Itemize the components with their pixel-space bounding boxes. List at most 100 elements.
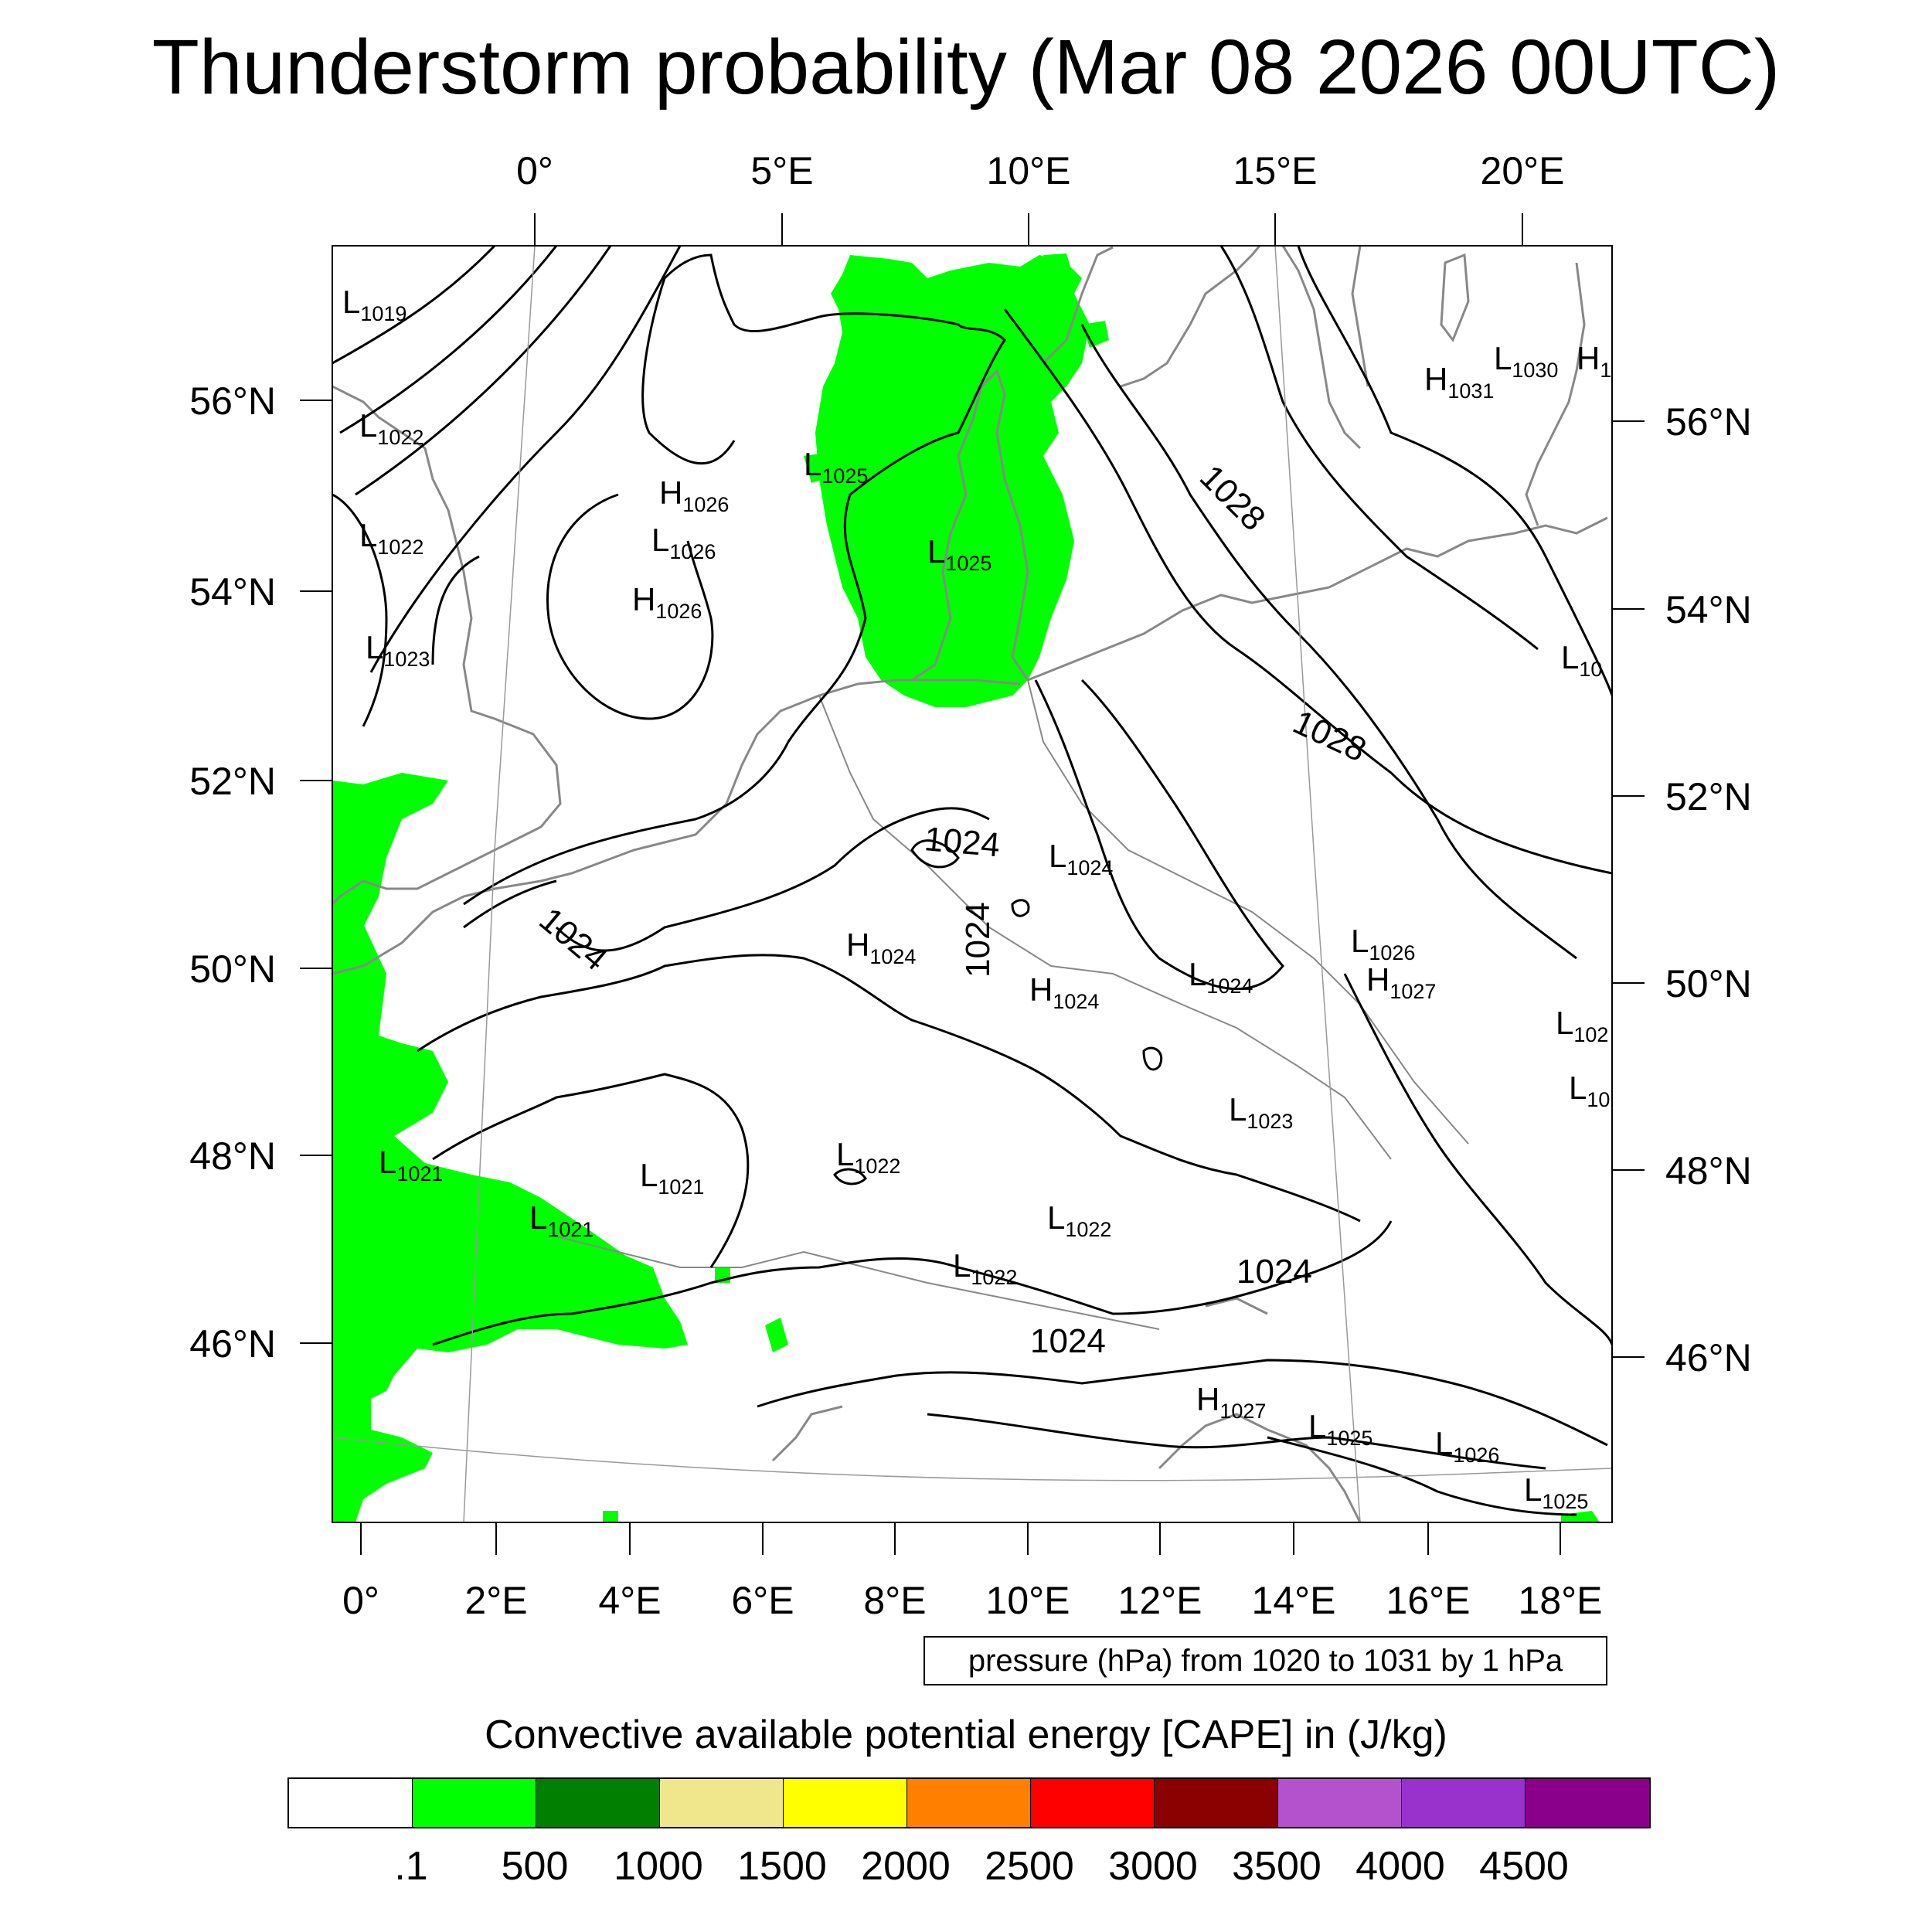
isobar-south-3 <box>927 1413 1546 1470</box>
pressure-center: H1027 <box>1366 961 1436 1003</box>
isobar-central-1024 <box>555 807 990 952</box>
legend-colorbar <box>287 1777 1651 1828</box>
bottom-tick-label: 2°E <box>464 1579 527 1622</box>
top-tick-label: 0° <box>516 149 553 192</box>
coast-sweden <box>1042 246 1369 450</box>
coast-continent <box>332 679 1021 975</box>
legend-label: 3000 <box>1108 1844 1198 1889</box>
contour-label-1024-vertical: 1024 <box>959 902 997 978</box>
left-tick-label: 54°N <box>189 570 276 614</box>
coast-great-britain <box>332 385 562 906</box>
left-tick-label: 46°N <box>189 1322 276 1366</box>
legend-label: 1500 <box>737 1844 827 1889</box>
isobar-2 <box>339 246 558 434</box>
isobar-3 <box>355 246 612 496</box>
cape-area-northsea <box>815 255 1090 707</box>
coast-gotland <box>1440 253 1470 343</box>
pressure-center: H1 <box>1577 340 1611 382</box>
isobar-high-ring <box>546 493 714 720</box>
cape-area-france-west <box>332 920 688 1522</box>
pressure-centers: L1019 L1022 L1022 L1023 H1026 L1026 H102… <box>342 284 1611 1513</box>
parallel-45n <box>332 1437 1612 1481</box>
left-tick-label: 48°N <box>189 1134 276 1178</box>
bottom-tick-label: 6°E <box>731 1579 794 1622</box>
bottom-tick-label: 0° <box>342 1579 379 1622</box>
isobar-1028a <box>1003 308 1612 875</box>
legend-swatch <box>413 1779 536 1827</box>
bottom-tick-label: 12°E <box>1118 1579 1202 1622</box>
left-axis <box>300 400 332 1344</box>
isobar-ne <box>1219 246 1539 651</box>
right-tick-label: 50°N <box>1665 962 1752 1005</box>
pressure-center: L1021 <box>640 1157 704 1199</box>
coast-adriatic <box>1158 1413 1362 1522</box>
legend-swatch <box>660 1779 784 1827</box>
bottom-tick-label: 10°E <box>986 1579 1070 1622</box>
top-tick-label: 20°E <box>1481 149 1565 192</box>
legend-swatch <box>907 1779 1031 1827</box>
legend-label: 3500 <box>1232 1844 1321 1889</box>
isobar-1 <box>332 246 496 365</box>
pressure-center: L1024 <box>1049 838 1113 879</box>
pressure-center: L1021 <box>529 1199 594 1241</box>
meridian-0 <box>463 246 536 1522</box>
isobar-east <box>1034 679 1284 991</box>
bottom-tick-label: 8°E <box>863 1579 926 1622</box>
pressure-center: L1025 <box>1308 1408 1372 1450</box>
isobar-small-loops <box>833 839 1162 1185</box>
legend-swatch <box>1278 1779 1402 1827</box>
country-borders <box>556 679 1469 1330</box>
contour-label-1024-alps: 1024 <box>1030 1322 1106 1360</box>
right-tick-label: 52°N <box>1665 775 1752 818</box>
plot-frame <box>332 245 1613 1523</box>
pressure-center: L1025 <box>804 446 868 488</box>
coast-baltic-east <box>1525 262 1586 526</box>
pressure-center: L1021 <box>379 1144 443 1185</box>
pressure-center: L1022 <box>836 1136 900 1178</box>
pressure-center: L10 <box>1561 639 1602 681</box>
isobar-south-2 <box>757 1359 1608 1447</box>
isobar-ns-loop <box>463 253 1006 906</box>
isobars <box>332 246 1612 1516</box>
top-axis-labels: 0° 5°E 10°E 15°E 20°E <box>516 149 1564 192</box>
legend-swatch <box>784 1779 907 1827</box>
chart-title: Thunderstorm probability (Mar 08 2026 00… <box>151 24 1781 111</box>
left-tick-label: 50°N <box>189 947 276 991</box>
legend-label: 1000 <box>614 1844 703 1889</box>
top-tick-label: 10°E <box>987 149 1071 192</box>
pressure-center: L1022 <box>359 517 423 559</box>
bottom-tick-label: 18°E <box>1519 1579 1603 1622</box>
pressure-center: L1025 <box>1524 1471 1588 1513</box>
legend-label: 2500 <box>985 1844 1074 1889</box>
isobar-southeast <box>1267 1436 1577 1516</box>
pressure-center: L1026 <box>651 522 716 563</box>
pressure-center: H1024 <box>1029 971 1099 1013</box>
coast-jutland <box>911 369 1029 682</box>
cape-areas <box>332 253 1600 1522</box>
legend-label: .1 <box>394 1844 428 1889</box>
pressure-center: L1019 <box>342 284 406 325</box>
top-axis <box>534 213 1523 246</box>
isobar-uk <box>332 493 388 727</box>
isobar-south <box>432 1220 1393 1346</box>
legend-swatch <box>1402 1779 1526 1827</box>
bottom-axis-labels: 0° 2°E 4°E 6°E 8°E 10°E 12°E 14°E 16°E 1… <box>342 1579 1602 1622</box>
isobar-far-ne <box>1297 246 1612 696</box>
pressure-center: L1022 <box>953 1247 1017 1289</box>
contour-info-box: pressure (hPa) from 1020 to 1031 by 1 hP… <box>923 1636 1607 1685</box>
coast-mediterranean <box>771 1297 1268 1462</box>
pressure-center: L10 <box>1569 1070 1610 1111</box>
legend-swatch <box>536 1779 660 1827</box>
right-tick-label: 48°N <box>1665 1149 1752 1192</box>
bottom-tick-label: 4°E <box>598 1579 661 1622</box>
pressure-center: L1023 <box>366 629 430 671</box>
right-tick-label: 56°N <box>1665 400 1752 444</box>
pressure-center: L1023 <box>1229 1091 1293 1133</box>
coastlines <box>332 246 1608 1522</box>
legend-label: 2000 <box>861 1844 951 1889</box>
cape-area-brittany <box>332 773 448 935</box>
coast-baltic-south <box>1027 516 1608 682</box>
pressure-center: L1024 <box>1189 956 1253 998</box>
pressure-center: H1026 <box>659 474 729 516</box>
